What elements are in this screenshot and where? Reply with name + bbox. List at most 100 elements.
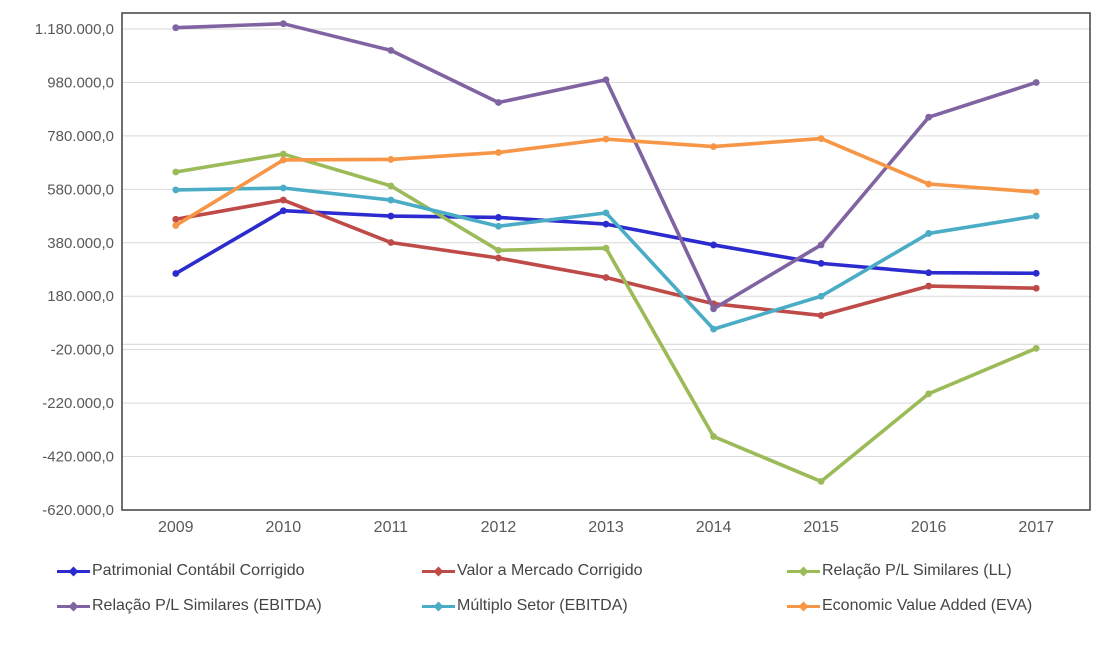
data-point-economic-value-added-eva xyxy=(602,135,610,143)
chart-plot-area: 1.180.000,0 980.000,0 780.000,0 580.000,0 38… xyxy=(35,12,1091,536)
legend-diamond-icon xyxy=(798,601,809,611)
plot-border xyxy=(121,12,1091,511)
series-line-valor-a-mercado-corrigido xyxy=(173,198,1039,318)
legend-item-patrimonial-contabil-corrigido: Patrimonial Contábil Corrigido xyxy=(57,560,422,582)
x-axis-tick-label: 2010 xyxy=(266,519,302,536)
y-axis-tick-label: -20.000,0 xyxy=(51,342,114,359)
series-line-relacao-p-l-similares-ll xyxy=(173,152,1039,484)
data-point-relacao-p-l-similares-ll xyxy=(279,150,287,158)
legend-item-multiplo-setor-ebitda: Múltiplo Setor (EBITDA) xyxy=(422,595,787,617)
data-point-relacao-p-l-similares-ebitda xyxy=(172,24,180,32)
data-point-valor-a-mercado-corrigido xyxy=(1032,284,1040,292)
data-point-economic-value-added-eva xyxy=(387,156,395,163)
data-point-multiplo-setor-ebitda xyxy=(172,186,180,194)
legend-marker-icon xyxy=(57,566,90,576)
data-point-patrimonial-contabil-corrigido xyxy=(1032,269,1040,277)
data-point-valor-a-mercado-corrigido xyxy=(279,196,287,204)
legend-item-economic-value-added-eva: Economic Value Added (EVA) xyxy=(787,595,1067,617)
x-axis-tick-label: 2015 xyxy=(803,519,839,536)
y-axis-tick-label: 780.000,0 xyxy=(47,128,114,145)
data-point-economic-value-added-eva xyxy=(495,149,502,156)
data-point-relacao-p-l-similares-ebitda xyxy=(925,113,933,121)
legend-diamond-icon xyxy=(68,601,79,611)
legend-diamond-icon xyxy=(433,601,444,611)
data-point-patrimonial-contabil-corrigido xyxy=(172,270,180,277)
x-axis-tick-label: 2011 xyxy=(374,519,409,536)
data-point-patrimonial-contabil-corrigido xyxy=(925,269,933,277)
data-point-patrimonial-contabil-corrigido xyxy=(602,220,610,228)
data-point-patrimonial-contabil-corrigido xyxy=(495,214,502,221)
data-point-relacao-p-l-similares-ebitda xyxy=(817,241,825,249)
data-point-relacao-p-l-similares-ebitda xyxy=(387,47,395,54)
chart-legend: Patrimonial Contábil Corrigido Valor a Me… xyxy=(57,560,1067,617)
legend-marker-icon xyxy=(57,601,90,611)
data-point-relacao-p-l-similares-ll xyxy=(710,433,717,440)
legend-marker-icon xyxy=(787,601,820,611)
data-point-relacao-p-l-similares-ebitda xyxy=(279,20,287,28)
data-point-economic-value-added-eva xyxy=(172,222,180,229)
data-point-relacao-p-l-similares-ll xyxy=(387,182,395,190)
legend-marker-icon xyxy=(422,566,455,576)
data-point-economic-value-added-eva xyxy=(710,143,717,151)
data-point-patrimonial-contabil-corrigido xyxy=(387,212,395,220)
x-axis-tick-label: 2017 xyxy=(1018,519,1054,536)
legend-item-relacao-p-l-similares-ebitda: Relação P/L Similares (EBITDA) xyxy=(57,595,422,617)
data-point-economic-value-added-eva xyxy=(1032,188,1040,196)
data-point-relacao-p-l-similares-ll xyxy=(602,244,610,252)
data-point-valor-a-mercado-corrigido xyxy=(387,239,395,246)
legend-label: Múltiplo Setor (EBITDA) xyxy=(457,597,628,614)
data-point-multiplo-setor-ebitda xyxy=(495,222,502,230)
legend-marker-icon xyxy=(422,601,455,611)
data-point-multiplo-setor-ebitda xyxy=(925,230,933,237)
data-point-economic-value-added-eva xyxy=(925,180,933,188)
data-point-valor-a-mercado-corrigido xyxy=(925,282,933,290)
data-point-multiplo-setor-ebitda xyxy=(817,292,825,300)
data-point-patrimonial-contabil-corrigido xyxy=(710,241,717,249)
y-axis-tick-label: -420.000,0 xyxy=(42,449,114,466)
data-point-multiplo-setor-ebitda xyxy=(387,196,395,204)
series-line-relacao-p-l-similares-ebitda xyxy=(173,21,1039,311)
y-axis-tick-label: -620.000,0 xyxy=(42,502,114,519)
legend-label: Relação P/L Similares (EBITDA) xyxy=(92,597,322,614)
x-axis-tick-label: 2014 xyxy=(696,519,732,536)
data-point-relacao-p-l-similares-ll xyxy=(495,246,502,254)
x-axis-tick-label: 2009 xyxy=(158,519,194,536)
legend-label: Economic Value Added (EVA) xyxy=(822,597,1033,614)
legend-item-relacao-p-l-similares-ll: Relação P/L Similares (LL) xyxy=(787,560,1067,582)
y-axis-tick-label: -220.000,0 xyxy=(42,395,114,412)
legend-diamond-icon xyxy=(798,566,809,576)
data-point-valor-a-mercado-corrigido xyxy=(817,312,825,319)
data-point-multiplo-setor-ebitda xyxy=(1032,212,1040,220)
legend-label: Relação P/L Similares (LL) xyxy=(822,562,1012,579)
y-axis-tick-label: 580.000,0 xyxy=(47,181,114,198)
data-point-relacao-p-l-similares-ll xyxy=(817,478,825,485)
data-point-multiplo-setor-ebitda xyxy=(279,184,287,192)
y-axis-tick-label: 1.180.000,0 xyxy=(35,21,114,38)
data-point-patrimonial-contabil-corrigido xyxy=(817,259,825,267)
x-axis-tick-label: 2016 xyxy=(911,519,947,536)
data-point-relacao-p-l-similares-ebitda xyxy=(602,76,610,84)
data-point-relacao-p-l-similares-ebitda xyxy=(1032,79,1040,86)
y-axis-tick-label: 180.000,0 xyxy=(47,288,114,305)
legend-marker-icon xyxy=(787,566,820,576)
data-point-valor-a-mercado-corrigido xyxy=(602,274,610,281)
data-point-economic-value-added-eva xyxy=(279,156,287,164)
legend-label: Patrimonial Contábil Corrigido xyxy=(92,562,305,579)
data-point-relacao-p-l-similares-ll xyxy=(1032,344,1040,352)
legend-item-valor-a-mercado-corrigido: Valor a Mercado Corrigido xyxy=(422,560,787,582)
legend-label: Valor a Mercado Corrigido xyxy=(457,562,643,579)
data-point-valor-a-mercado-corrigido xyxy=(172,215,180,223)
x-axis-tick-label: 2013 xyxy=(588,519,624,536)
x-axis-tick-label: 2012 xyxy=(481,519,517,536)
legend-diamond-icon xyxy=(433,566,444,576)
data-point-relacao-p-l-similares-ll xyxy=(925,390,933,398)
data-point-relacao-p-l-similares-ll xyxy=(172,168,180,176)
y-axis-tick-label: 380.000,0 xyxy=(47,235,114,252)
data-point-relacao-p-l-similares-ebitda xyxy=(710,305,717,313)
data-point-relacao-p-l-similares-ebitda xyxy=(495,99,502,106)
data-point-patrimonial-contabil-corrigido xyxy=(279,207,287,215)
data-point-valor-a-mercado-corrigido xyxy=(495,254,502,262)
data-point-economic-value-added-eva xyxy=(817,135,825,142)
legend-diamond-icon xyxy=(68,566,79,576)
